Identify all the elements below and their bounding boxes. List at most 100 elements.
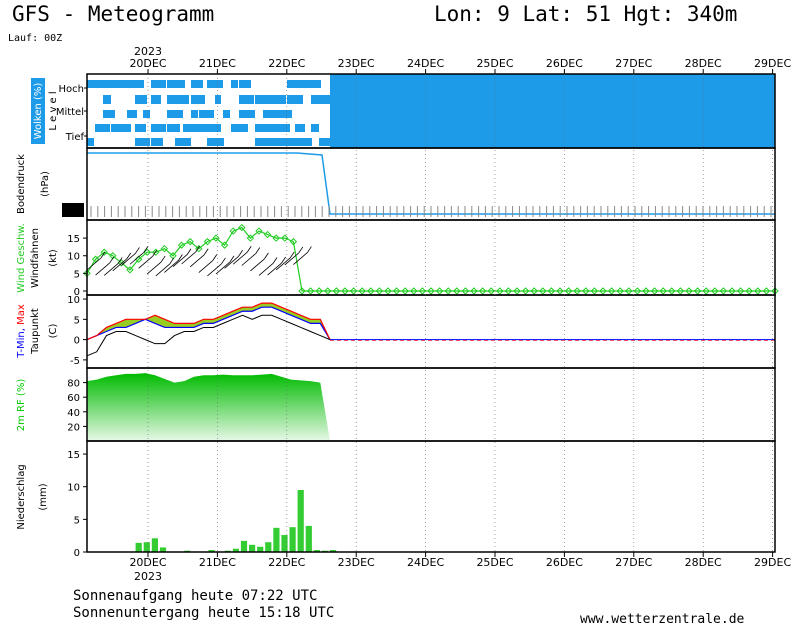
chart-title: GFS - Meteogramm bbox=[12, 2, 215, 26]
wind-point bbox=[177, 241, 186, 249]
wind-barb-flag bbox=[186, 248, 192, 255]
wind-tick-label: 0 bbox=[74, 287, 80, 298]
dewpoint-label: Taupunkt bbox=[30, 308, 41, 355]
wind-barb-flag bbox=[117, 257, 123, 264]
wind-point bbox=[281, 234, 289, 242]
wind-barb bbox=[146, 261, 162, 275]
wind-barb-flag bbox=[264, 252, 269, 260]
precip-bar bbox=[143, 542, 150, 552]
wind-unit: (kt) bbox=[48, 249, 59, 267]
cloud-cell bbox=[135, 138, 150, 146]
cloud-cell bbox=[175, 138, 191, 146]
wind-point bbox=[349, 287, 358, 295]
temp-tick-label: 10 bbox=[67, 295, 80, 306]
wind-barb bbox=[275, 257, 291, 271]
wind-point bbox=[642, 287, 650, 295]
wind-point bbox=[702, 287, 710, 295]
date-label-top: 22DEC bbox=[268, 57, 305, 70]
wind-point bbox=[212, 234, 220, 242]
date-label-bottom: 28DEC bbox=[685, 556, 722, 569]
cloud-cell bbox=[311, 80, 321, 88]
cloud-cell bbox=[207, 80, 215, 88]
cloud-cell bbox=[191, 95, 205, 104]
cloud-cell bbox=[119, 80, 134, 88]
wind-barb-flag bbox=[195, 245, 200, 253]
date-label-bottom: 23DEC bbox=[338, 556, 375, 569]
panel-frame-precip bbox=[86, 440, 776, 553]
wind-point bbox=[367, 287, 375, 295]
cloud-level-mittel: Mittel bbox=[56, 107, 84, 118]
cloud-cell bbox=[295, 95, 303, 104]
wind-barb bbox=[189, 254, 205, 268]
cloud-cell bbox=[135, 80, 144, 88]
wind-point bbox=[650, 287, 659, 295]
wind-point bbox=[401, 287, 409, 295]
wind-barb-flag bbox=[152, 250, 157, 257]
wind-point bbox=[444, 287, 452, 295]
wind-barb-flag bbox=[100, 251, 106, 259]
year-label-top: 2023 bbox=[134, 45, 162, 58]
cloud-cell bbox=[215, 95, 221, 104]
temp-tick-label: 0 bbox=[74, 336, 80, 347]
wind-point bbox=[435, 287, 444, 295]
cloud-level-tief: Tief bbox=[65, 132, 85, 143]
wind-point bbox=[736, 287, 745, 295]
wind-point bbox=[143, 248, 151, 256]
wind-point bbox=[616, 287, 624, 295]
wind-barb bbox=[155, 263, 171, 277]
date-label-top: 25DEC bbox=[476, 57, 513, 70]
precip-bar bbox=[305, 525, 312, 552]
date-label-bottom: 29DEC bbox=[754, 556, 791, 569]
cloud-ylabel-bg bbox=[31, 78, 45, 144]
wind-barb bbox=[232, 251, 248, 265]
precip-tick-label: 15 bbox=[67, 450, 80, 461]
wind-point bbox=[754, 287, 762, 295]
cloud-cell bbox=[167, 110, 183, 118]
wind-line bbox=[86, 226, 775, 292]
precip-ylabel: Niederschlag bbox=[16, 464, 27, 529]
wind-point bbox=[272, 234, 280, 242]
cloud-cell bbox=[303, 80, 316, 88]
date-label-bottom: 24DEC bbox=[407, 556, 444, 569]
wind-point bbox=[504, 287, 513, 295]
cloud-cell bbox=[311, 124, 319, 132]
cloud-cell bbox=[183, 124, 195, 132]
wind-point bbox=[582, 287, 590, 295]
wind-point bbox=[573, 287, 581, 295]
wind-barb bbox=[172, 254, 188, 268]
wind-point bbox=[246, 234, 255, 242]
wind-barb bbox=[241, 253, 257, 266]
cloud-cell bbox=[255, 95, 267, 104]
sunset-text: Sonnenuntergang heute 15:18 UTC bbox=[73, 605, 335, 621]
date-label-top: 26DEC bbox=[546, 57, 583, 70]
wind-barb bbox=[207, 263, 222, 277]
cloud-cell bbox=[191, 80, 203, 88]
date-label-bottom: 26DEC bbox=[546, 556, 583, 569]
windfahnen-label: Windfahnen bbox=[30, 228, 41, 288]
cloud-cell bbox=[295, 124, 305, 132]
wind-point bbox=[513, 287, 521, 295]
wind-point bbox=[203, 237, 212, 246]
wind-point bbox=[668, 287, 676, 295]
temp-unit: (C) bbox=[48, 324, 59, 339]
cloud-cell bbox=[151, 138, 163, 146]
precip-tick-label: 10 bbox=[67, 483, 80, 494]
cloud-cell bbox=[327, 138, 330, 146]
cloud-cell bbox=[279, 110, 292, 118]
precip-bar bbox=[257, 546, 264, 552]
wind-point bbox=[719, 287, 728, 295]
cloud-ylabel-group: Wolken (%) bbox=[33, 83, 44, 140]
precip-tick-label: 5 bbox=[74, 515, 80, 526]
wind-barb-flag bbox=[135, 247, 140, 254]
wind-point bbox=[745, 287, 753, 295]
precip-bar bbox=[208, 550, 215, 552]
wind-point bbox=[324, 287, 332, 295]
cloud-cell bbox=[135, 95, 147, 104]
precip-bar bbox=[232, 548, 239, 552]
wind-barb bbox=[112, 258, 128, 272]
cloud-cell bbox=[303, 138, 312, 146]
wind-point bbox=[676, 287, 685, 295]
wind-point bbox=[238, 223, 246, 232]
wind-barb-flag bbox=[246, 246, 252, 253]
